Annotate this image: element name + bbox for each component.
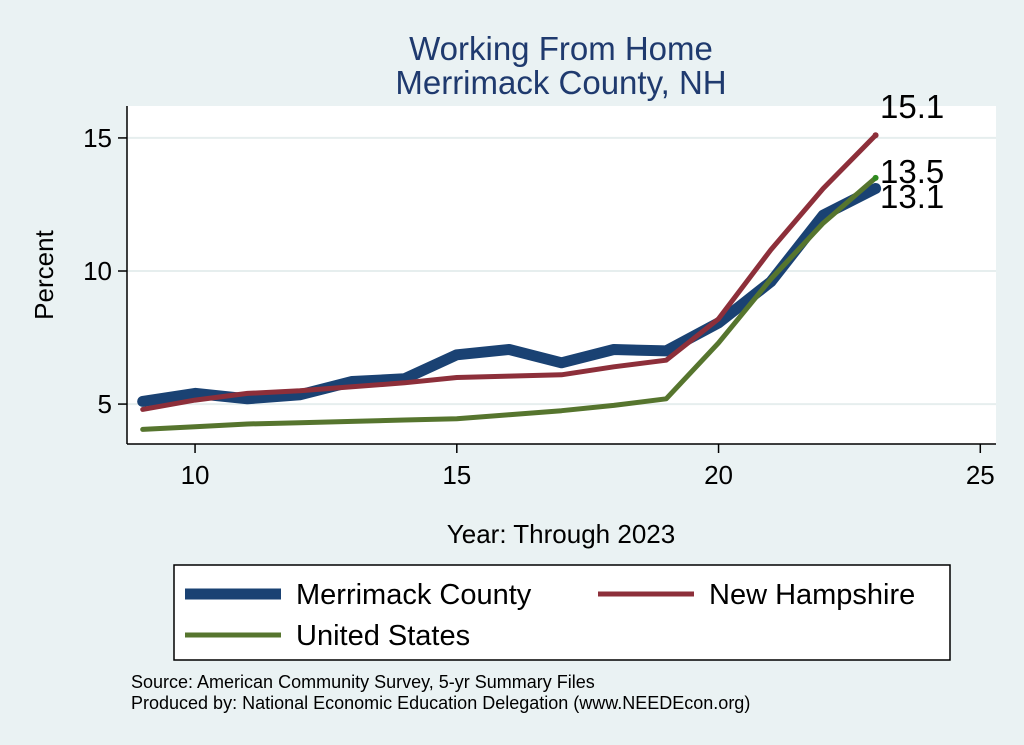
gridlines [127, 136, 996, 406]
end-label-0: 13.1 [880, 178, 944, 215]
axis-ticks: 5 10 15 10 15 20 25 [83, 123, 995, 490]
chart-title-line-2: Merrimack County, NH [395, 64, 726, 101]
end-label-2: 13.5 [880, 153, 944, 190]
y-axis-title: Percent [29, 229, 59, 319]
chart-title-line-1: Working From Home [409, 30, 713, 67]
end-labels: 13.1 15.1 13.5 [880, 88, 944, 215]
series-line-1 [140, 132, 879, 412]
series-line-2 [140, 175, 879, 432]
source-note: Source: American Community Survey, 5-yr … [131, 672, 595, 692]
series-line-0 [137, 183, 882, 407]
end-label-1: 15.1 [880, 88, 944, 125]
y-tick-label: 10 [83, 256, 112, 286]
y-tick-label: 5 [98, 389, 112, 419]
legend-label-2: United States [296, 620, 470, 652]
produced-by-note: Produced by: National Economic Education… [131, 693, 750, 713]
series-end-point-0 [872, 185, 879, 192]
x-tick-label: 20 [704, 460, 733, 490]
legend-box [173, 564, 951, 661]
series-lines [137, 132, 882, 432]
y-tick-label: 15 [83, 123, 112, 153]
x-tick-label: 25 [966, 460, 995, 490]
x-tick-label: 15 [442, 460, 471, 490]
series-end-point-2 [872, 174, 879, 181]
legend: Merrimack County New Hampshire United Stat… [185, 579, 915, 652]
legend-label-0: Merrimack County [296, 579, 532, 611]
x-tick-label: 10 [181, 460, 210, 490]
series-end-point-1 [872, 132, 879, 139]
x-axis-title: Year: Through 2023 [447, 519, 675, 549]
legend-label-1: New Hampshire [709, 579, 915, 611]
